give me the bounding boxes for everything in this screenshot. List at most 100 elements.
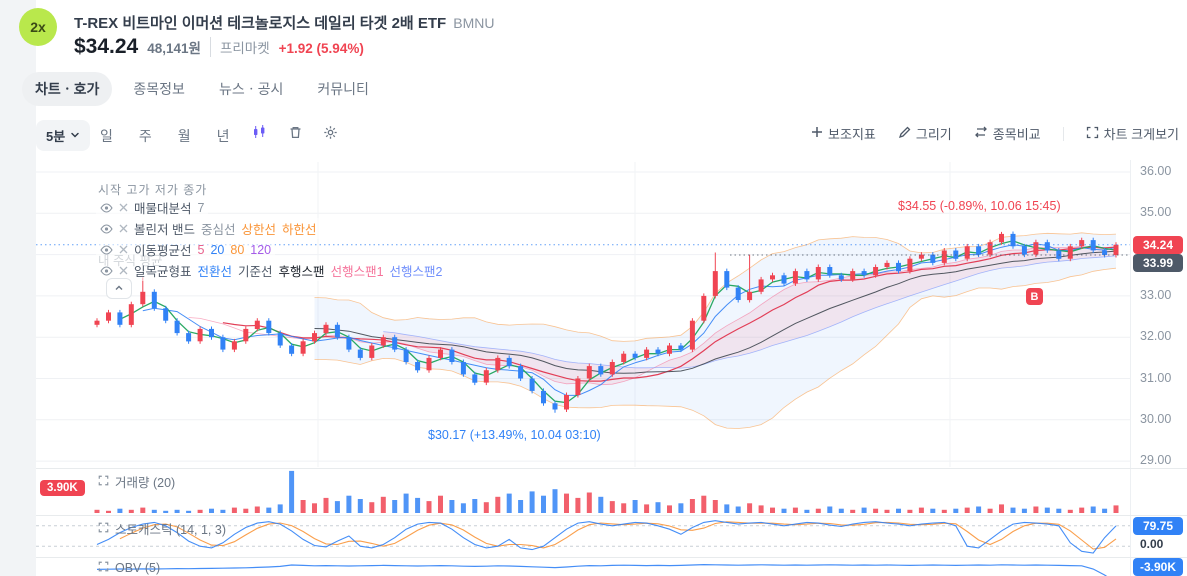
tab-chart-quote[interactable]: 차트ㆍ호가 xyxy=(22,72,113,106)
tab-news[interactable]: 뉴스ㆍ공시 xyxy=(218,81,284,97)
legend-label: 중심선 xyxy=(200,223,236,237)
pane-expand-icon[interactable] xyxy=(98,475,109,489)
avg-price-badge: 33.99 xyxy=(1133,254,1183,272)
price-change: +1.92 (5.94%) xyxy=(278,41,364,56)
volume-pane-label: 거래량 (20) xyxy=(98,472,175,491)
draw-button[interactable]: 그리기 xyxy=(898,124,952,143)
obv-label-text: OBV (5) xyxy=(115,561,161,575)
stoch-zero-value: 0.00 xyxy=(1140,537,1164,551)
legend-label: 120 xyxy=(250,242,272,257)
compare-arrows-icon xyxy=(974,126,988,141)
etf-name: T-REX 비트마인 이머션 테크놀로지스 데일리 타겟 2배 ETF xyxy=(74,15,447,32)
legend-label: 전환선 xyxy=(197,265,233,279)
close-icon[interactable] xyxy=(119,224,128,233)
obv-value-badge: -3.90K xyxy=(1133,558,1183,576)
range-day[interactable]: 일 xyxy=(100,128,113,144)
eye-icon[interactable] xyxy=(100,244,113,255)
legend-collapse-button[interactable] xyxy=(106,278,132,299)
legend-label: 이동평균선 xyxy=(134,244,192,258)
price-krw: 48,141원 xyxy=(147,41,201,56)
legend-label: 일목균형표 xyxy=(134,265,192,279)
candle-type-icon[interactable] xyxy=(252,124,268,145)
close-icon[interactable] xyxy=(119,266,128,275)
pane-separator xyxy=(36,468,1187,469)
draw-label: 그리기 xyxy=(915,127,952,142)
tab-bar: 차트ㆍ호가 종목정보 뉴스ㆍ공시 커뮤니티 xyxy=(22,72,382,106)
legend-label: 20 xyxy=(210,242,225,257)
stoch-value-badge: 79.75 xyxy=(1133,517,1183,535)
legend-label: 선행스팬2 xyxy=(389,265,443,279)
obv-pane-label: OBV (5) xyxy=(98,561,160,575)
pane-separator xyxy=(36,557,1187,558)
tab-stock-info[interactable]: 종목정보 xyxy=(133,81,185,97)
range-year[interactable]: 년 xyxy=(216,128,230,144)
price-axis-label: 35.00 xyxy=(1140,205,1172,219)
high-annotation: $34.55 (-0.89%, 10.06 15:45) xyxy=(898,199,1061,213)
legend-label: 기준선 xyxy=(238,265,273,279)
expand-icon xyxy=(1086,126,1099,142)
close-icon[interactable] xyxy=(119,203,128,212)
session-label: 프리마켓 xyxy=(209,37,270,57)
range-month[interactable]: 월 xyxy=(177,128,191,144)
legend-label: 5 xyxy=(197,242,205,257)
legend-label: 80 xyxy=(230,242,245,257)
eye-icon[interactable] xyxy=(100,202,113,213)
legend-label: 매물대분석 xyxy=(134,202,192,216)
price-row: $34.24 48,141원 프리마켓 +1.92 (5.94%) xyxy=(74,35,364,59)
stoch-label-text: 스토캐스틱 (14, 1, 3) xyxy=(115,523,226,537)
legend-label: 7 xyxy=(197,200,205,215)
legend-label: 하한선 xyxy=(282,223,317,237)
compare-button[interactable]: 종목비교 xyxy=(974,124,1041,143)
indicator-legend: 매물대분석 7 볼린저 밴드 중심선 상한선 하한선 이동평균선 5 20 80 120 일목균형표 전… xyxy=(96,197,447,281)
legend-label: 상한선 xyxy=(241,223,277,237)
trash-icon[interactable] xyxy=(288,125,303,145)
eye-icon[interactable] xyxy=(100,223,113,234)
pane-expand-icon[interactable] xyxy=(98,522,109,536)
volume-scale-badge: 3.90K xyxy=(40,480,85,496)
price-axis-label: 31.00 xyxy=(1140,371,1172,385)
volume-label-text: 거래량 (20) xyxy=(115,476,176,490)
legend-label: 선행스팬1 xyxy=(330,265,384,279)
pane-separator xyxy=(36,515,1187,516)
price-axis-label: 29.00 xyxy=(1140,453,1172,467)
add-indicator-label: 보조지표 xyxy=(828,127,876,142)
chart-actions: 보조지표 그리기 종목비교 차트 크게보기 xyxy=(811,124,1179,143)
ohlc-header: 시작 고가 저가 종가 xyxy=(98,183,208,197)
price-axis-label: 30.00 xyxy=(1140,412,1172,426)
legend-row: 볼린저 밴드 중심선 상한선 하한선 xyxy=(96,218,321,239)
price-axis-label: 33.00 xyxy=(1140,288,1172,302)
chart-tools xyxy=(252,124,338,145)
leverage-badge: 2x xyxy=(19,8,57,46)
buy-marker-badge[interactable]: B xyxy=(1026,288,1043,305)
compare-label: 종목비교 xyxy=(992,127,1041,142)
price-axis-label: 32.00 xyxy=(1140,329,1172,343)
enlarge-chart-button[interactable]: 차트 크게보기 xyxy=(1086,124,1179,143)
interval-value: 5분 xyxy=(46,129,66,144)
pencil-icon xyxy=(898,126,911,142)
axis-border xyxy=(1130,160,1131,576)
pane-expand-icon[interactable] xyxy=(98,561,109,575)
chevron-up-icon xyxy=(114,280,124,298)
price-axis-label: 36.00 xyxy=(1140,164,1172,178)
legend-label: 볼린저 밴드 xyxy=(134,223,195,237)
add-indicator-button[interactable]: 보조지표 xyxy=(811,124,876,143)
legend-row: 일목균형표 전환선 기준선 후행스팬 선행스팬1 선행스팬2 xyxy=(96,260,447,281)
last-price-badge: 34.24 xyxy=(1133,236,1183,254)
tab-community[interactable]: 커뮤니티 xyxy=(317,81,369,97)
stoch-pane-label: 스토캐스틱 (14, 1, 3) xyxy=(98,519,226,538)
chevron-down-icon xyxy=(70,128,80,143)
ticker-symbol: BMNU xyxy=(453,15,495,31)
range-selector: 일 주 월 년 xyxy=(100,126,230,146)
gear-icon[interactable] xyxy=(323,125,338,145)
low-annotation: $30.17 (+13.49%, 10.04 03:10) xyxy=(428,428,601,442)
legend-row: 이동평균선 5 20 80 120 xyxy=(96,239,276,260)
range-week[interactable]: 주 xyxy=(138,128,152,144)
close-icon[interactable] xyxy=(119,245,128,254)
plus-icon xyxy=(811,126,823,141)
eye-icon[interactable] xyxy=(100,265,113,276)
legend-label: 후행스팬 xyxy=(278,265,325,279)
current-price: $34.24 xyxy=(74,35,139,58)
interval-dropdown[interactable]: 5분 xyxy=(36,120,91,151)
toolbar-divider xyxy=(1062,126,1064,141)
